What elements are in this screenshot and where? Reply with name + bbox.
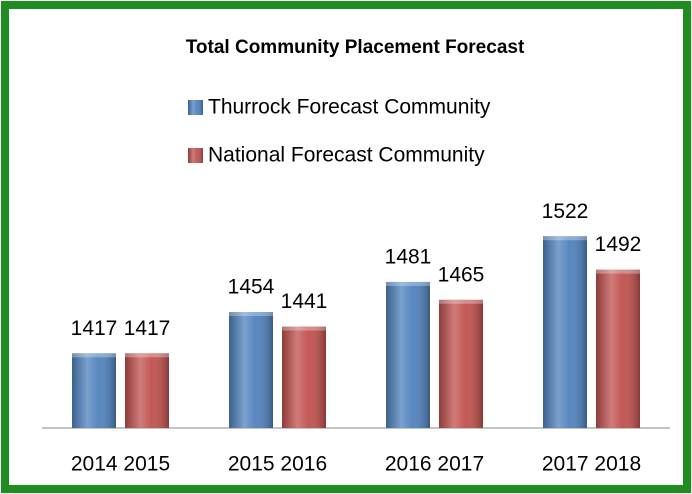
bar-cap: [543, 236, 587, 241]
bar-shine: [596, 269, 640, 428]
data-label: 1465: [438, 263, 485, 286]
x-tick-label: 2017 2018: [542, 453, 641, 476]
data-label: 1417: [124, 317, 171, 340]
data-label: 1522: [542, 200, 589, 223]
legend-marker-shine: [188, 100, 203, 115]
chart-title: Total Community Placement Forecast: [186, 37, 525, 58]
data-label: 1481: [385, 245, 432, 268]
data-label: 1492: [595, 233, 642, 256]
x-tick-label: 2014 2015: [71, 453, 170, 476]
legend-label: National Forecast Community: [208, 144, 485, 167]
bar-shine: [125, 353, 169, 428]
bar-shine: [439, 299, 483, 428]
bar-cap: [386, 281, 430, 286]
data-label: 1417: [71, 317, 118, 340]
bar-cap: [282, 326, 326, 331]
bar-cap: [596, 269, 640, 274]
x-tick-label: 2015 2016: [228, 453, 327, 476]
bar-cap: [125, 353, 169, 358]
bar-cap: [229, 312, 273, 317]
bar-shine: [386, 281, 430, 428]
legend-label: Thurrock Forecast Community: [208, 96, 491, 119]
data-label: 1454: [228, 276, 275, 299]
bar-cap: [439, 299, 483, 304]
bar-shine: [543, 236, 587, 428]
bar-shine: [282, 326, 326, 428]
bar-shine: [229, 312, 273, 428]
data-label: 1441: [281, 290, 328, 313]
bar-cap: [72, 353, 116, 358]
bar-shine: [72, 353, 116, 428]
x-tick-label: 2016 2017: [385, 453, 484, 476]
legend-marker-shine: [188, 148, 203, 163]
